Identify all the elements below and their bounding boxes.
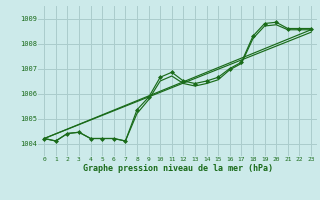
- X-axis label: Graphe pression niveau de la mer (hPa): Graphe pression niveau de la mer (hPa): [83, 164, 273, 173]
